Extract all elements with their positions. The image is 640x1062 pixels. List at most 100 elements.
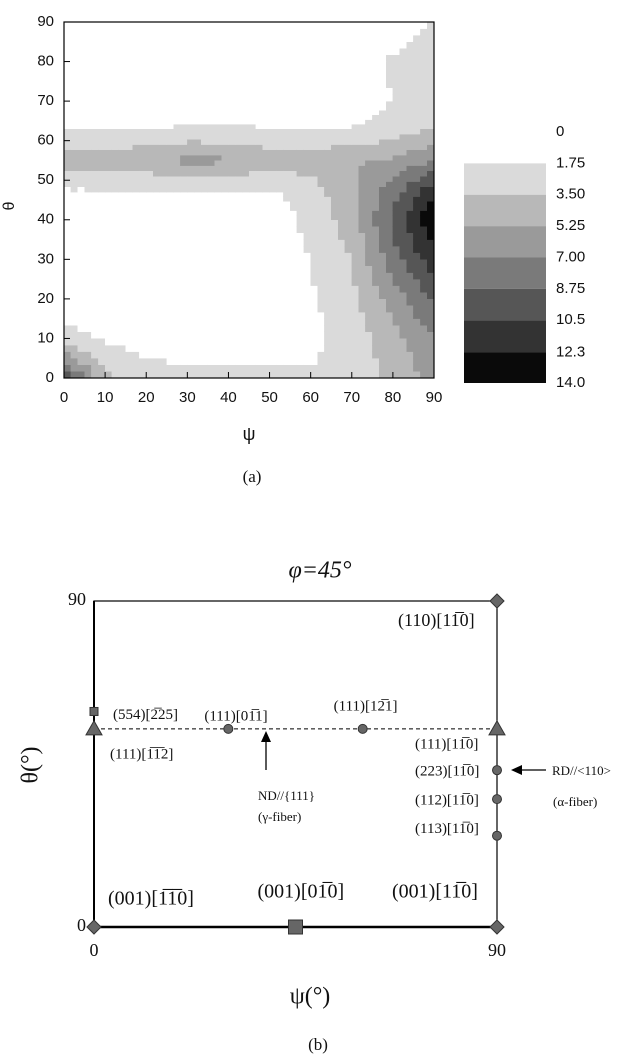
contour-cell — [317, 110, 325, 116]
contour-cell — [283, 110, 291, 116]
contour-cell — [317, 371, 325, 379]
contour-cell — [296, 371, 305, 379]
contour-cell — [221, 298, 229, 306]
contour-cell — [337, 245, 346, 253]
contour-cell — [289, 226, 298, 234]
contour-cell — [289, 232, 298, 240]
contour-cell — [221, 154, 229, 161]
contour-cell — [200, 252, 209, 260]
contour-cell — [63, 285, 72, 293]
contour-cell — [77, 114, 85, 120]
contour-cell — [111, 139, 120, 145]
contour-cell — [63, 259, 72, 267]
contour-cell — [358, 364, 366, 372]
contour-cell — [180, 358, 188, 366]
contour-cell — [77, 67, 85, 75]
contour-cell — [241, 54, 250, 62]
contour-cell — [187, 165, 195, 172]
contour-cell — [262, 114, 270, 120]
contour-cell — [159, 191, 167, 197]
contour-cell — [221, 110, 229, 116]
contour-cell — [111, 67, 120, 75]
contour-cell — [337, 154, 346, 161]
contour-cell — [118, 214, 126, 220]
marker-circle — [492, 765, 502, 776]
contour-cell — [146, 196, 154, 202]
contour-cell — [262, 81, 270, 89]
contour-cell — [337, 94, 346, 102]
contour-cell — [180, 128, 188, 135]
contour-cell — [235, 119, 243, 125]
contour-cell — [426, 311, 435, 319]
contour-cell — [235, 325, 243, 333]
contour-cell — [241, 364, 250, 372]
contour-cell — [159, 338, 167, 346]
contour-cell — [193, 311, 202, 319]
contour-cell — [399, 186, 407, 193]
contour-cell — [385, 331, 394, 339]
contour-cell — [166, 239, 174, 247]
contour-cell — [372, 338, 380, 346]
contour-cell — [351, 149, 359, 156]
contour-cell — [180, 94, 188, 102]
contour-cell — [152, 48, 161, 56]
contour-cell — [241, 205, 250, 211]
contour-cell — [235, 285, 243, 293]
contour-cell — [70, 331, 78, 339]
contour-cell — [63, 165, 72, 172]
contour-cell — [118, 123, 126, 130]
contour-cell — [392, 344, 400, 352]
contour-cell — [392, 278, 400, 286]
contour-cell — [262, 100, 270, 106]
contour-cell — [187, 123, 195, 130]
contour-cell — [331, 214, 339, 220]
contour-cell — [303, 123, 311, 130]
contour-cell — [283, 214, 291, 220]
contour-cell — [84, 232, 92, 240]
contour-cell — [166, 214, 174, 220]
contour-cell — [187, 318, 195, 326]
contour-cell — [207, 81, 215, 89]
contour-cell — [118, 110, 126, 116]
contour-cell — [77, 100, 85, 106]
contour-cell — [385, 364, 394, 372]
contour-cell — [426, 139, 435, 145]
contour-cell — [63, 272, 72, 280]
contour-cell — [84, 123, 92, 130]
contour-cell — [228, 196, 236, 202]
contour-cell — [91, 110, 99, 116]
contour-cell — [200, 196, 209, 202]
contour-cell — [63, 201, 72, 207]
contour-cell — [207, 265, 215, 273]
contour-cell — [392, 170, 400, 177]
contour-cell — [228, 265, 236, 273]
contour-cell — [426, 128, 435, 135]
contour-cell — [187, 21, 195, 29]
contour-cell — [337, 74, 346, 82]
contour-cell — [111, 318, 120, 326]
contour-cell — [193, 252, 202, 260]
contour-cell — [63, 105, 72, 111]
contour-cell — [420, 214, 428, 220]
contour-cell — [303, 298, 311, 306]
contour-cell — [296, 191, 305, 197]
contour-cell — [91, 21, 99, 29]
contour-cell — [193, 219, 202, 227]
contour-cell — [193, 201, 202, 207]
contour-cell — [283, 123, 291, 130]
contour-cell — [91, 201, 99, 207]
contour-cell — [193, 123, 202, 130]
contour-cell — [207, 21, 215, 29]
contour-cell — [70, 214, 78, 220]
contour-cell — [303, 114, 311, 120]
contour-cell — [296, 67, 305, 75]
contour-cell — [255, 351, 263, 359]
contour-cell — [283, 28, 291, 36]
contour-cell — [317, 67, 325, 75]
contour-cell — [365, 245, 373, 253]
contour-cell — [132, 105, 140, 111]
contour-cell — [317, 100, 325, 106]
contour-cell — [91, 226, 99, 234]
contour-cell — [303, 239, 311, 247]
contour-cell — [406, 338, 414, 346]
